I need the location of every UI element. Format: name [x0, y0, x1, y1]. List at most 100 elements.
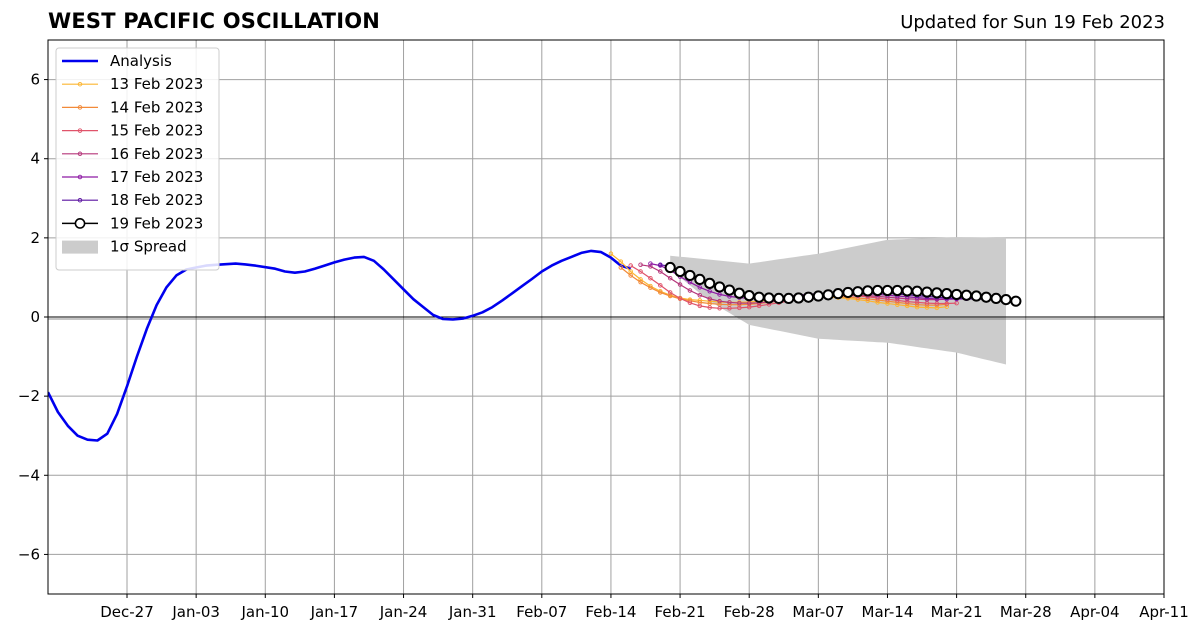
legend-marker [74, 217, 86, 229]
data-point [628, 263, 633, 268]
legend-item: 17 Feb 2023 [62, 168, 203, 186]
spread-band [670, 237, 1006, 365]
legend-marker [77, 197, 83, 203]
data-point [694, 273, 706, 286]
data-point [746, 300, 752, 306]
data-point [697, 303, 703, 309]
data-point [743, 290, 755, 302]
data-point [970, 290, 982, 302]
data-point [914, 304, 920, 310]
series-19-feb-2023 [664, 261, 1022, 307]
legend-label: 17 Feb 2023 [110, 168, 203, 186]
data-point [911, 285, 923, 297]
data-point [832, 288, 844, 300]
x-tick-label: Jan-24 [379, 603, 428, 621]
x-tick-label: Mar-07 [792, 603, 844, 621]
x-tick-label: Apr-11 [1139, 603, 1189, 621]
legend-marker [77, 174, 83, 180]
data-point [727, 306, 732, 311]
data-point [783, 292, 795, 305]
legend-item: 18 Feb 2023 [62, 191, 203, 209]
y-tick-label: −2 [18, 387, 40, 405]
legend-item: 19 Feb 2023 [62, 214, 203, 232]
data-point [904, 303, 910, 309]
x-tick-label: Feb-14 [585, 603, 636, 621]
data-point [658, 262, 663, 268]
data-point [697, 285, 703, 290]
legend-item: 15 Feb 2023 [62, 122, 203, 140]
legend-item: 16 Feb 2023 [62, 145, 203, 163]
y-tick-label: 6 [30, 71, 40, 89]
data-point [648, 285, 653, 290]
data-point [727, 300, 732, 305]
y-tick-label: 2 [30, 229, 40, 247]
data-point [924, 305, 930, 310]
data-point [717, 306, 722, 311]
data-point [674, 265, 686, 278]
data-point [638, 277, 643, 282]
legend-box [55, 47, 220, 271]
legend-label: 18 Feb 2023 [110, 191, 203, 209]
legend-item: 1σ Spread [62, 238, 187, 256]
data-point [960, 289, 973, 301]
legend-marker [77, 128, 83, 133]
plot-area [48, 237, 1164, 442]
data-point [773, 292, 785, 305]
x-tick-label: Mar-21 [931, 603, 983, 621]
data-point [921, 286, 933, 298]
data-point [687, 288, 693, 293]
data-point [812, 290, 824, 302]
data-point [842, 286, 854, 299]
legend-marker [77, 151, 83, 157]
legend-label: 16 Feb 2023 [110, 145, 203, 163]
data-point [737, 305, 742, 311]
data-point [822, 289, 834, 301]
data-point [717, 298, 722, 304]
x-tick-label: Apr-04 [1070, 603, 1120, 621]
data-point [684, 269, 696, 282]
data-point [677, 282, 683, 287]
chart-title: WEST PACIFIC OSCILLATION [48, 9, 381, 33]
legend-item: 13 Feb 2023 [62, 75, 203, 93]
data-point [658, 283, 663, 288]
data-point [707, 305, 712, 310]
data-point [737, 300, 742, 306]
data-point [618, 265, 624, 270]
data-point [901, 285, 913, 297]
series-line [48, 249, 632, 442]
legend: Analysis 13 Feb 2023 14 Feb 2023 15 Feb 202… [55, 47, 220, 271]
x-tick-label: Feb-28 [724, 603, 775, 621]
data-point [763, 292, 775, 304]
data-point [667, 275, 673, 281]
legend-label: Analysis [110, 52, 172, 70]
x-tick-label: Jan-31 [448, 603, 497, 621]
legend-label: 19 Feb 2023 [110, 214, 203, 232]
data-point [733, 287, 745, 299]
data-point [707, 296, 712, 302]
data-point [1010, 295, 1022, 307]
data-point [648, 275, 653, 281]
data-point [944, 301, 949, 306]
data-point [677, 296, 683, 301]
axis-ticks: Dec-27 Jan-03 Jan-10 Jan-17 Jan-24 Jan-31 Feb-… [18, 71, 1189, 621]
series-analysis [48, 249, 632, 442]
legend-label: 15 Feb 2023 [110, 122, 203, 140]
x-tick-label: Feb-07 [516, 603, 567, 621]
data-point [980, 291, 992, 303]
x-tick-label: Mar-28 [1000, 603, 1052, 621]
data-point [934, 305, 940, 311]
data-point [792, 292, 805, 304]
data-point [717, 292, 722, 297]
data-point [648, 261, 653, 266]
data-point [802, 291, 815, 303]
data-point [687, 300, 693, 306]
legend-swatch [62, 240, 98, 254]
legend-item: Analysis [62, 52, 172, 70]
data-point [628, 273, 633, 278]
data-point [713, 281, 726, 293]
data-point [638, 279, 643, 285]
legend-item: 14 Feb 2023 [62, 98, 203, 116]
y-tick-label: 4 [30, 150, 40, 168]
data-point [697, 292, 703, 298]
